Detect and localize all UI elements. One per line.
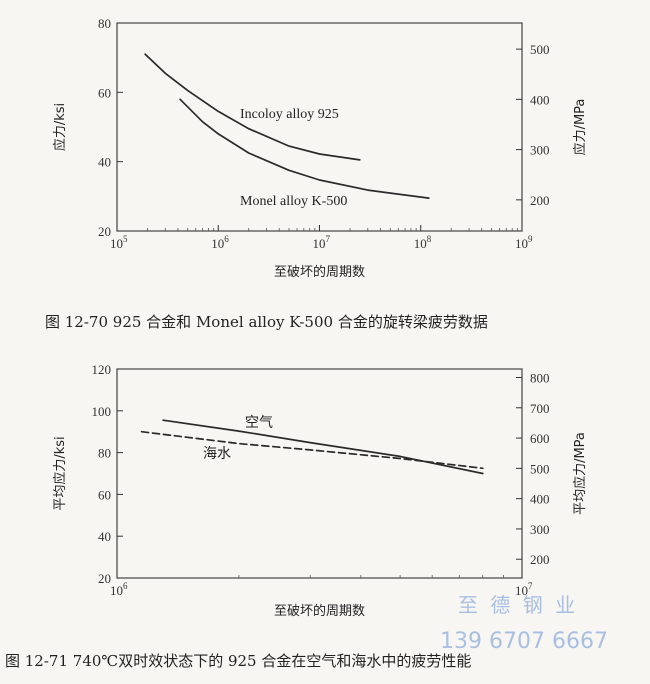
chart-air-seawater-fatigue: 106 107 20 40 60 80 100 120 200 300 400 500 600 700 80…: [5, 362, 588, 670]
series-label-2-1: 空气: [245, 415, 273, 431]
series-line-1-1: [144, 53, 361, 161]
y-axis-title: 应力/ksi: [52, 103, 68, 151]
y2-tick-label: 600: [530, 431, 550, 446]
series-label-1-2: Monel alloy K-500: [240, 194, 347, 209]
y-tick-label: 100: [92, 404, 112, 419]
y-tick-label: 40: [98, 529, 111, 544]
x-tick-label: 107: [515, 581, 533, 598]
watermark-phone: 139 6707 6667: [440, 629, 608, 654]
chart-rotating-beam-fatigue: 105 106 107 108 109 20 40 60 80 200 300 400 500 至破坏的周…: [45, 16, 588, 331]
x-axis-title: 至破坏的周期数: [274, 264, 365, 280]
y2-tick-label: 800: [530, 370, 550, 385]
x-tick-label: 105: [110, 234, 128, 251]
y2-tick-label: 400: [530, 492, 550, 507]
y2-tick-label: 200: [530, 193, 550, 208]
figure-caption: 图 12-70 925 合金和 Monel alloy K-500 合金的旋转梁…: [45, 313, 488, 331]
x-tick-label: 107: [313, 234, 331, 251]
figure-caption: 图 12-71 740℃双时效状态下的 925 合金在空气和海水中的疲劳性能: [5, 652, 471, 670]
x-axis-title: 至破坏的周期数: [274, 603, 365, 619]
y-tick-label: 20: [98, 224, 111, 239]
watermark-company: 至 德 钢 业: [458, 593, 578, 617]
y-axis-title: 平均应力/ksi: [52, 436, 68, 510]
x-tick-label: 106: [110, 581, 128, 598]
x-tick-label: 106: [211, 234, 229, 251]
plot-frame: [116, 368, 523, 579]
y-tick-label: 60: [98, 487, 111, 502]
y2-axis-title: 平均应力/MPa: [572, 432, 588, 515]
y-tick-label: 20: [98, 571, 111, 586]
y-tick-label: 40: [98, 155, 111, 170]
y-tick-label: 80: [98, 446, 111, 461]
series-label-1-1: Incoloy alloy 925: [240, 107, 339, 122]
y2-tick-label: 500: [530, 42, 550, 57]
y-tick-label: 60: [98, 85, 111, 100]
series-line-2-2: [140, 430, 484, 470]
y2-tick-label: 500: [530, 461, 550, 476]
y-tick-label: 120: [92, 362, 112, 377]
x-tick-label: 109: [515, 234, 533, 251]
series-label-2-2: 海水: [203, 446, 231, 462]
y2-axis-title: 应力/MPa: [572, 99, 588, 156]
y2-tick-label: 300: [530, 143, 550, 158]
y2-tick-label: 200: [530, 552, 550, 567]
series-line-1-2: [179, 98, 430, 199]
x-tick-label: 108: [414, 234, 432, 251]
y-tick-label: 80: [98, 16, 111, 31]
y2-tick-label: 300: [530, 522, 550, 537]
y2-tick-label: 400: [530, 92, 550, 107]
watermark: 至 德 钢 业 139 6707 6667: [440, 593, 608, 654]
y2-tick-label: 700: [530, 401, 550, 416]
